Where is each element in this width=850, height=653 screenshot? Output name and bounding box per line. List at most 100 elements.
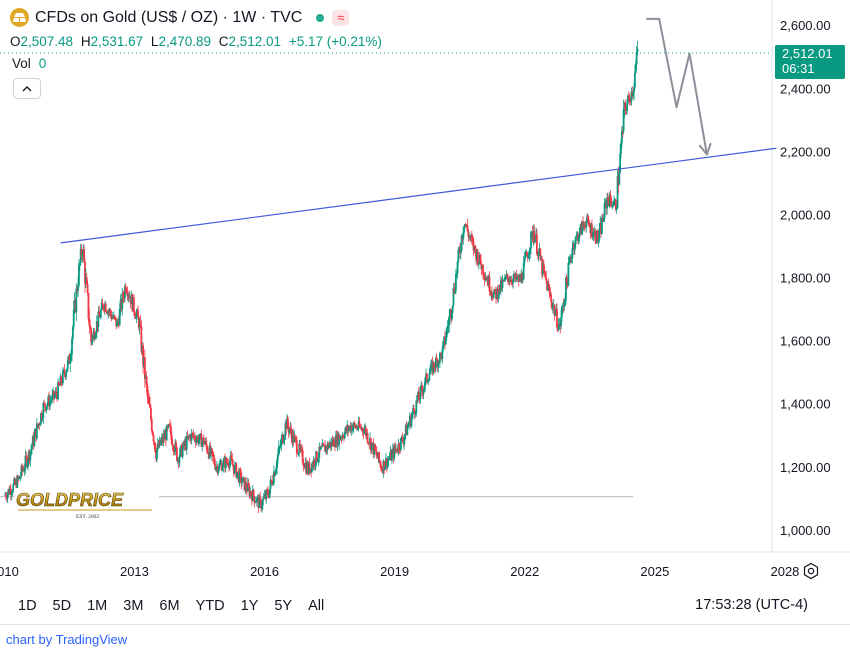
candle-body bbox=[40, 413, 43, 419]
candle-body bbox=[398, 443, 401, 450]
candle-body bbox=[283, 435, 286, 441]
candle-body bbox=[338, 435, 341, 440]
chart-settings-button[interactable] bbox=[802, 562, 820, 580]
range-all-button[interactable]: All bbox=[308, 598, 325, 614]
delayed-data-badge[interactable]: ≈ bbox=[332, 9, 350, 26]
candle-body bbox=[311, 463, 313, 472]
candle-body bbox=[455, 273, 458, 275]
last-price-badge bbox=[775, 44, 845, 79]
candle-body bbox=[411, 413, 414, 418]
goldprice-logo: GOLDPRICE EST. 2002 bbox=[14, 488, 159, 520]
candle-body bbox=[87, 293, 90, 319]
candle-body bbox=[51, 394, 54, 401]
x-tick-label: 2022 bbox=[510, 564, 539, 579]
candle-body bbox=[488, 276, 491, 292]
candle-body bbox=[78, 265, 80, 286]
candle-body bbox=[192, 433, 195, 437]
candle-body bbox=[573, 244, 576, 250]
candle-body bbox=[523, 257, 526, 263]
candle-body bbox=[370, 443, 373, 451]
range-5y-button[interactable]: 5Y bbox=[274, 598, 293, 614]
range-1m-button[interactable]: 1M bbox=[87, 598, 108, 614]
candle-body bbox=[201, 441, 204, 447]
range-1y-button[interactable]: 1Y bbox=[240, 598, 259, 614]
candle-body bbox=[233, 464, 236, 474]
candle-body bbox=[633, 87, 635, 93]
candle-body bbox=[544, 271, 547, 278]
candle-body bbox=[545, 277, 548, 281]
candle-body bbox=[19, 476, 22, 478]
y-tick-label: 1,200.00 bbox=[780, 460, 831, 475]
collapse-legend-button[interactable] bbox=[13, 78, 41, 99]
candle-body bbox=[422, 389, 425, 394]
candle-body bbox=[497, 294, 500, 299]
candle-body bbox=[101, 302, 104, 305]
chart-area[interactable]: 2,600.00 2,400.00 2,200.00 2,000.00 1,800.00… bbox=[0, 0, 850, 590]
candle-body bbox=[31, 446, 33, 450]
candle-body bbox=[445, 328, 448, 338]
candle-body bbox=[58, 385, 61, 386]
candle-body bbox=[35, 423, 38, 439]
last-price-value: 2,512.01 bbox=[782, 46, 833, 61]
candle-body bbox=[363, 429, 366, 434]
candle-body bbox=[522, 262, 525, 280]
range-1d-button[interactable]: 1D bbox=[18, 598, 37, 614]
candle-body bbox=[565, 277, 567, 301]
candle-body bbox=[575, 235, 578, 237]
candle-body bbox=[533, 231, 536, 243]
candle-body bbox=[271, 480, 274, 485]
high-value: 2,531.67 bbox=[90, 34, 144, 49]
timezone-clock[interactable]: 17:53:28 (UTC-4) bbox=[695, 597, 808, 613]
candle-body bbox=[110, 314, 113, 319]
chevron-up-icon bbox=[22, 85, 32, 91]
candle-body bbox=[569, 257, 572, 259]
candle-body bbox=[84, 262, 86, 284]
close-label: C bbox=[218, 34, 229, 49]
candle-body bbox=[539, 248, 542, 260]
candle-body bbox=[528, 253, 531, 255]
candle-body bbox=[126, 292, 129, 297]
tradingview-attribution-link[interactable]: chart by TradingView bbox=[6, 632, 128, 647]
candle-body bbox=[571, 248, 574, 259]
candle-body bbox=[429, 370, 432, 374]
candle-body bbox=[569, 257, 571, 263]
candle-body bbox=[504, 277, 506, 281]
candle-body bbox=[352, 427, 354, 431]
candle-body bbox=[574, 236, 577, 245]
candle-body bbox=[358, 421, 361, 427]
candle-body bbox=[16, 477, 19, 490]
range-6m-button[interactable]: 6M bbox=[159, 598, 180, 614]
candle-body bbox=[467, 230, 470, 237]
candle-body bbox=[89, 325, 92, 329]
candle-body bbox=[601, 217, 603, 234]
candle-body bbox=[241, 482, 243, 484]
candle-body bbox=[395, 448, 398, 452]
candle-body bbox=[187, 435, 190, 439]
candle-body bbox=[81, 253, 84, 256]
candle-body bbox=[537, 250, 540, 257]
candle-body bbox=[300, 448, 303, 451]
range-3m-button[interactable]: 3M bbox=[123, 598, 144, 614]
candle-body bbox=[380, 468, 383, 470]
candle-body bbox=[9, 488, 12, 496]
candle-body bbox=[401, 437, 404, 442]
price-chart[interactable]: 2,600.00 2,400.00 2,200.00 2,000.00 1,800.00… bbox=[0, 0, 850, 590]
candle-body bbox=[301, 450, 304, 464]
candle-body bbox=[374, 450, 377, 452]
y-tick-label: 2,400.00 bbox=[780, 81, 831, 96]
candle-body bbox=[287, 426, 290, 433]
candle-body bbox=[333, 439, 336, 447]
candle-body bbox=[501, 280, 504, 288]
range-ytd-button[interactable]: YTD bbox=[195, 598, 225, 614]
candle-body bbox=[128, 294, 130, 298]
candle-body bbox=[459, 250, 462, 253]
candle-body bbox=[314, 465, 317, 466]
candle-body bbox=[399, 438, 402, 450]
range-5d-button[interactable]: 5D bbox=[52, 598, 72, 614]
candle-body bbox=[439, 352, 442, 354]
projection-path bbox=[646, 17, 708, 155]
candle-body bbox=[415, 400, 418, 414]
candle-body bbox=[434, 358, 437, 369]
candle-body bbox=[214, 464, 217, 470]
candle-body bbox=[379, 460, 381, 464]
